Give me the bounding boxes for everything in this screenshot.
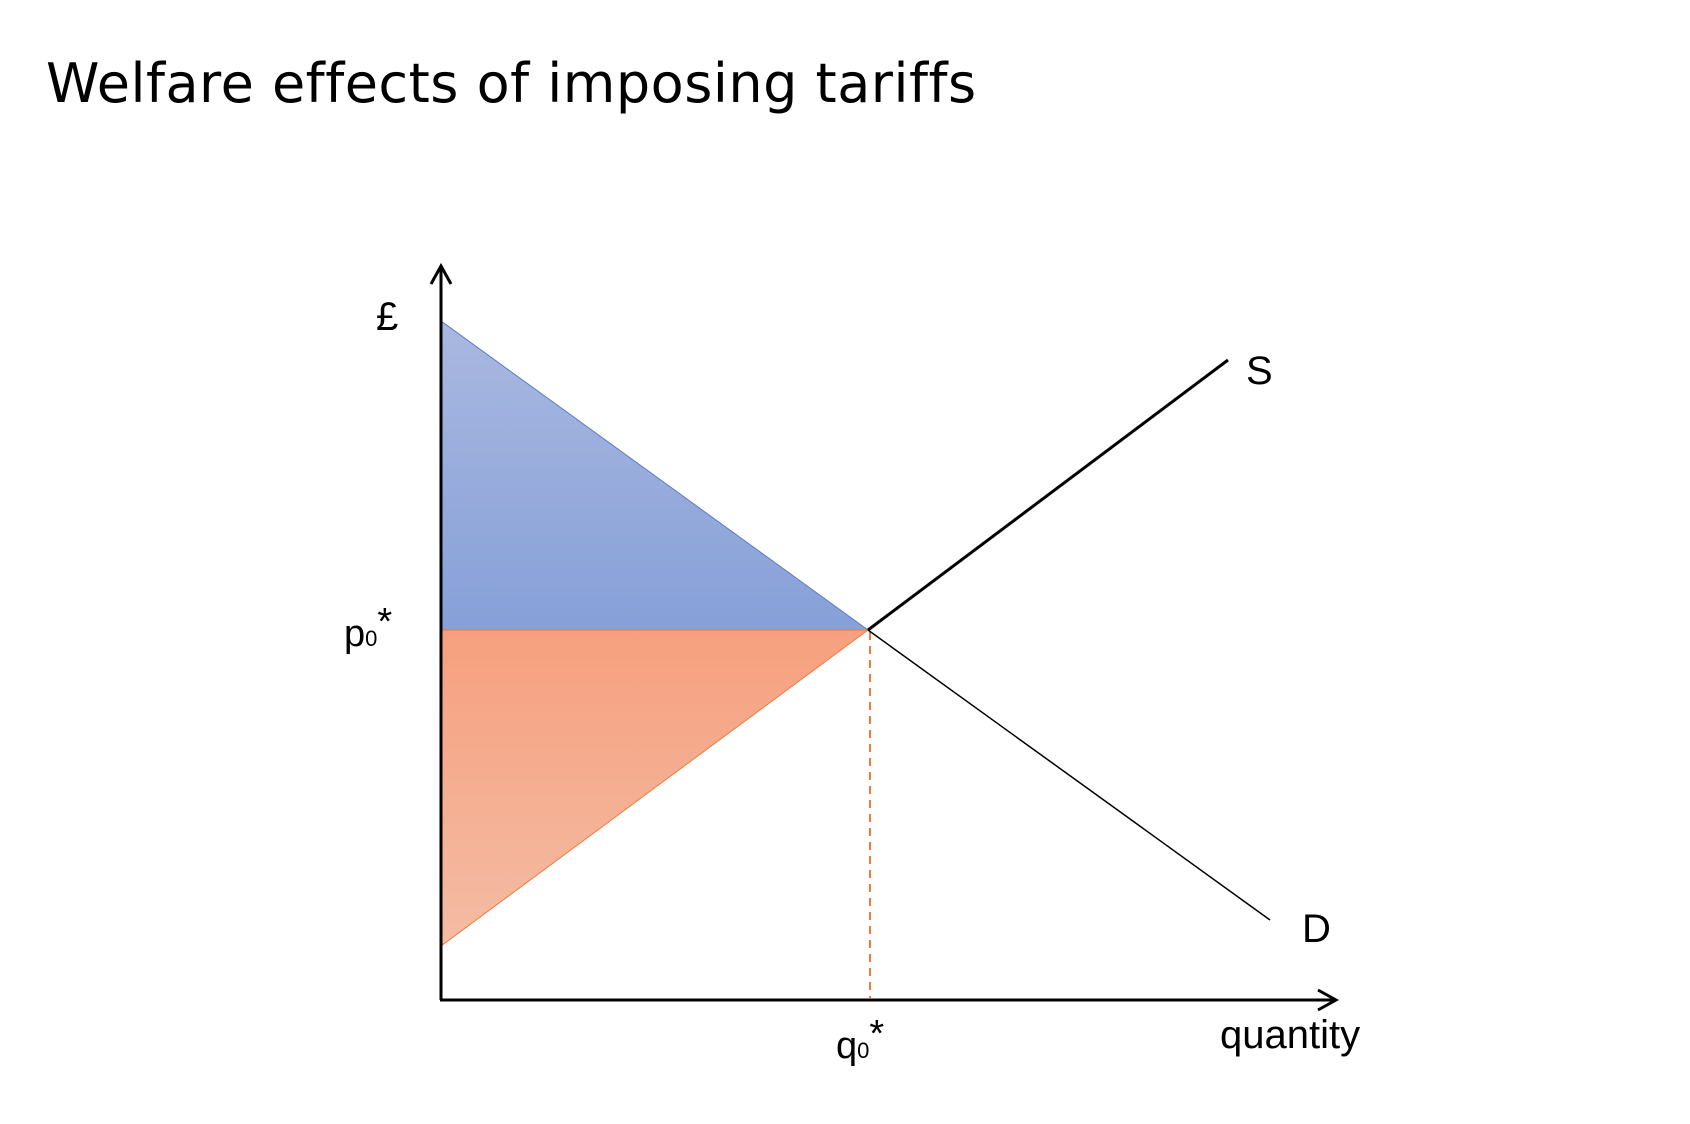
demand-curve: [867, 629, 1271, 921]
equilibrium-price-symbol: p: [344, 613, 365, 655]
producer-surplus-area: [440, 629, 870, 947]
page-title: Welfare effects of imposing tariffs: [46, 52, 977, 115]
x-axis-label: quantity: [1220, 1013, 1360, 1057]
equilibrium-quantity-star: *: [869, 1013, 884, 1055]
y-axis-label: £: [376, 295, 398, 339]
equilibrium-price-subscript: 0: [365, 626, 377, 651]
equilibrium-quantity-subscript: 0: [857, 1038, 869, 1063]
supply-curve: [867, 358, 1229, 632]
consumer-surplus-area: [440, 320, 870, 631]
supply-curve-label: S: [1246, 349, 1273, 393]
demand-curve-label: D: [1302, 907, 1331, 951]
equilibrium-price-star: *: [377, 601, 392, 643]
y-axis-arrowhead: [429, 262, 453, 285]
equilibrium-quantity-symbol: q: [836, 1025, 857, 1067]
equilibrium-quantity-label: q0*: [836, 1013, 884, 1067]
x-axis-arrowhead: [1317, 988, 1340, 1012]
equilibrium-price-label: p0*: [344, 601, 392, 655]
